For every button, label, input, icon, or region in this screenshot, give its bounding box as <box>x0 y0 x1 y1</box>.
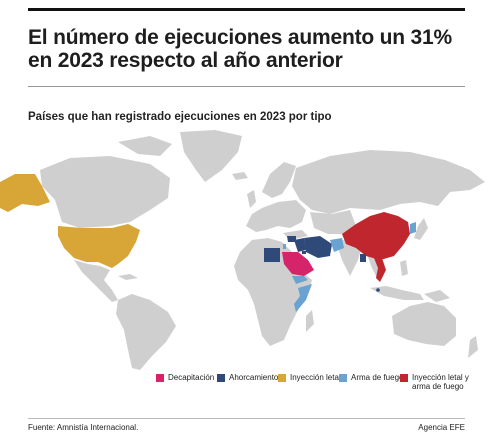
legend-swatch <box>278 374 286 382</box>
land-uk <box>247 190 256 208</box>
country-syria <box>287 236 296 242</box>
legend-item-decapitacion: Decapitación <box>156 373 214 382</box>
chart-title: El número de ejecuciones aumento un 31% … <box>28 26 452 72</box>
legend-item-arma-de-fuego: Arma de fuego <box>339 373 403 382</box>
country-singapore <box>376 288 380 292</box>
legend-item-inyeccion-y-arma: Inyección letal y arma de fuego <box>400 373 470 391</box>
legend-label: Inyección letal y arma de fuego <box>412 373 469 391</box>
land-europe <box>246 200 306 232</box>
country-usa <box>58 224 140 268</box>
land-madagascar <box>306 310 314 332</box>
country-iran <box>304 236 332 258</box>
legend-label: Decapitación <box>168 373 215 382</box>
title-divider <box>28 86 465 87</box>
top-rule <box>28 8 465 11</box>
country-egypt <box>264 248 280 262</box>
country-alaska <box>0 174 50 212</box>
land-iceland <box>232 172 248 180</box>
country-bangladesh <box>360 254 366 262</box>
country-north-korea <box>410 222 416 234</box>
land-new-guinea <box>424 290 450 302</box>
country-iraq <box>294 238 306 252</box>
legend-item-inyeccion-letal: Inyección letal <box>278 373 341 382</box>
legend-swatch <box>156 374 164 382</box>
land-philippines <box>400 260 408 276</box>
footer-divider <box>28 418 465 419</box>
land-canada <box>40 156 170 228</box>
country-palestine <box>283 244 286 249</box>
land-south-america <box>116 294 176 370</box>
land-australia <box>392 302 456 346</box>
map-legend: Decapitación Ahorcamiento Inyección leta… <box>0 373 490 403</box>
legend-label: Ahorcamiento <box>229 373 279 382</box>
legend-item-ahorcamiento: Ahorcamiento <box>217 373 278 382</box>
land-scandinavia <box>262 162 296 198</box>
country-yemen <box>292 276 308 284</box>
country-vietnam <box>374 258 386 282</box>
world-map <box>0 130 485 370</box>
country-china <box>342 212 410 260</box>
country-afghanistan <box>330 238 344 252</box>
land-russia <box>292 150 485 214</box>
land-japan <box>414 218 428 240</box>
land-arctic-islands <box>118 136 172 156</box>
country-somalia <box>294 284 312 312</box>
map-subtitle: Países que han registrado ejecuciones en… <box>28 111 332 123</box>
country-saudi-arabia <box>282 252 314 276</box>
source-note: Fuente: Amnistía Internacional. <box>28 423 139 432</box>
land-new-zealand <box>468 336 478 358</box>
land-caribbean <box>118 274 138 280</box>
agency-credit: Agencia EFE <box>418 423 465 432</box>
legend-label: Inyección letal <box>290 373 341 382</box>
land-greenland <box>180 130 242 182</box>
land-mexico-central-america <box>74 260 118 302</box>
land-indonesia <box>370 286 424 300</box>
land-central-asia <box>310 210 356 234</box>
legend-swatch <box>400 374 408 382</box>
legend-label: Arma de fuego <box>351 373 404 382</box>
legend-swatch <box>339 374 347 382</box>
country-kuwait <box>302 251 306 254</box>
legend-swatch <box>217 374 225 382</box>
